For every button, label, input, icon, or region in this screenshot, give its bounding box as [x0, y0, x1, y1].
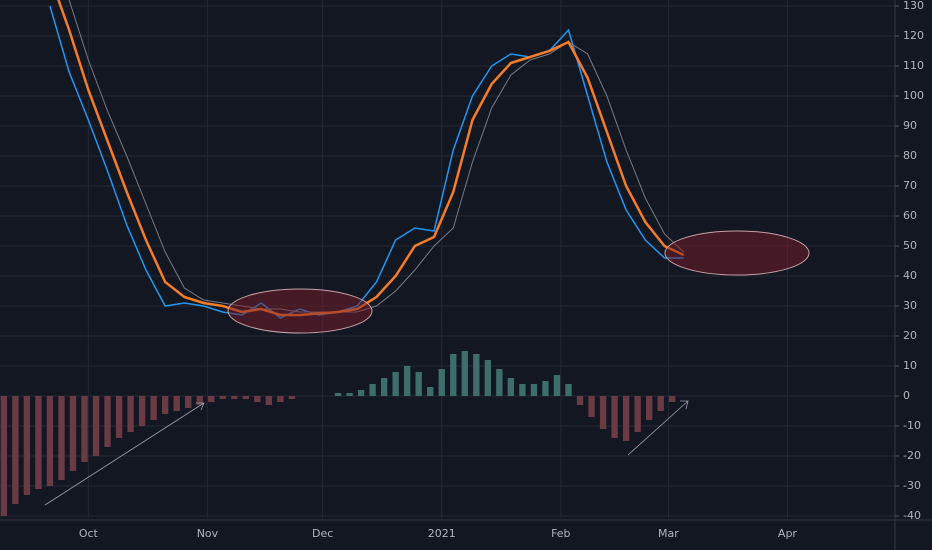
histogram-bar	[173, 396, 180, 411]
x-tick-label: Feb	[551, 527, 570, 540]
histogram-bar	[346, 393, 353, 396]
y-tick-label: 60	[903, 209, 917, 222]
y-tick-label: 120	[903, 29, 924, 42]
histogram-bar	[219, 396, 226, 399]
histogram-bar	[196, 396, 203, 405]
histogram-bar	[519, 384, 526, 396]
y-tick-label: 30	[903, 299, 917, 312]
trend-arrow	[627, 400, 689, 456]
y-tick-label: 20	[903, 329, 917, 342]
histogram-bar	[392, 372, 399, 396]
arrow-head	[680, 400, 689, 410]
highlight-ellipse	[227, 288, 373, 334]
y-tick-label: 90	[903, 119, 917, 132]
histogram-bar	[23, 396, 31, 495]
histogram-bar	[69, 396, 77, 471]
histogram-bar	[334, 393, 342, 396]
histogram-bar	[599, 396, 607, 429]
x-tick-label: Nov	[197, 527, 219, 540]
lines	[49, 0, 685, 319]
histogram-bar	[35, 396, 42, 489]
y-tick-label: 50	[903, 239, 917, 252]
trend-arrow	[44, 402, 205, 506]
y-tick-label: -20	[903, 449, 921, 462]
histogram-bar	[507, 378, 515, 396]
histogram-bar	[12, 396, 19, 504]
y-tick-label: 130	[903, 0, 924, 12]
histogram-bar	[58, 396, 65, 480]
histogram-bar	[403, 366, 411, 396]
histogram-bar	[576, 396, 584, 405]
histogram-bar	[92, 396, 100, 456]
histogram-bar	[450, 354, 457, 396]
highlight-ellipse	[664, 230, 810, 276]
histogram-bar	[127, 396, 134, 432]
histogram-bar	[496, 369, 503, 396]
histogram-bar	[611, 396, 618, 438]
histogram-bar	[553, 375, 561, 396]
histogram-bar	[162, 396, 169, 414]
histogram-bar	[208, 396, 215, 402]
histogram-bar	[288, 396, 296, 399]
y-tick-label: -40	[903, 509, 921, 522]
histogram-bar	[438, 369, 445, 396]
histogram-bar	[138, 396, 146, 426]
histogram-bar	[645, 396, 653, 420]
x-tick-label: Oct	[79, 527, 99, 540]
histogram-bar	[588, 396, 595, 417]
histogram-bar	[0, 396, 8, 516]
histogram-bar	[484, 360, 492, 396]
x-tick-label: Mar	[658, 527, 679, 540]
histogram-bar	[242, 396, 250, 399]
arrow-head	[196, 402, 205, 411]
histogram-bar	[634, 396, 641, 432]
histogram-bar	[81, 396, 88, 462]
histogram-bar	[565, 384, 572, 396]
y-tick-label: 40	[903, 269, 917, 282]
y-tick-label: 100	[903, 89, 924, 102]
y-tick-label: 70	[903, 179, 917, 192]
histogram-bar	[473, 354, 480, 396]
histogram-bar	[669, 396, 676, 402]
histogram-bar	[622, 396, 630, 441]
histogram-bar	[277, 396, 284, 402]
histogram-bar	[415, 372, 422, 396]
histogram-bar	[265, 396, 273, 405]
histogram-bar	[380, 378, 388, 396]
line	[49, 5, 684, 319]
histogram-bar	[369, 384, 376, 396]
y-tick-label: 0	[903, 389, 910, 402]
x-tick-label: Apr	[778, 527, 798, 540]
histogram-bar	[357, 390, 365, 396]
histogram	[0, 351, 676, 516]
histogram-bar	[657, 396, 664, 411]
y-tick-label: 10	[903, 359, 917, 372]
axis-labels: 1301201101009080706050403020100-10-20-30…	[79, 0, 924, 540]
y-tick-label: 80	[903, 149, 917, 162]
histogram-bar	[150, 396, 157, 420]
histogram-bar	[530, 384, 538, 396]
histogram-bar	[104, 396, 111, 447]
y-tick-label: -30	[903, 479, 921, 492]
annotations	[44, 230, 810, 506]
histogram-bar	[427, 387, 434, 396]
x-tick-label: 2021	[428, 527, 456, 540]
y-tick-label: -10	[903, 419, 921, 432]
histogram-bar	[461, 351, 468, 396]
histogram-bar	[185, 396, 192, 408]
histogram-bar	[115, 396, 123, 438]
y-tick-label: 110	[903, 59, 924, 72]
histogram-bar	[46, 396, 54, 486]
histogram-bar	[542, 381, 549, 396]
x-tick-label: Dec	[312, 527, 333, 540]
histogram-bar	[231, 396, 238, 399]
histogram-bar	[254, 396, 261, 402]
